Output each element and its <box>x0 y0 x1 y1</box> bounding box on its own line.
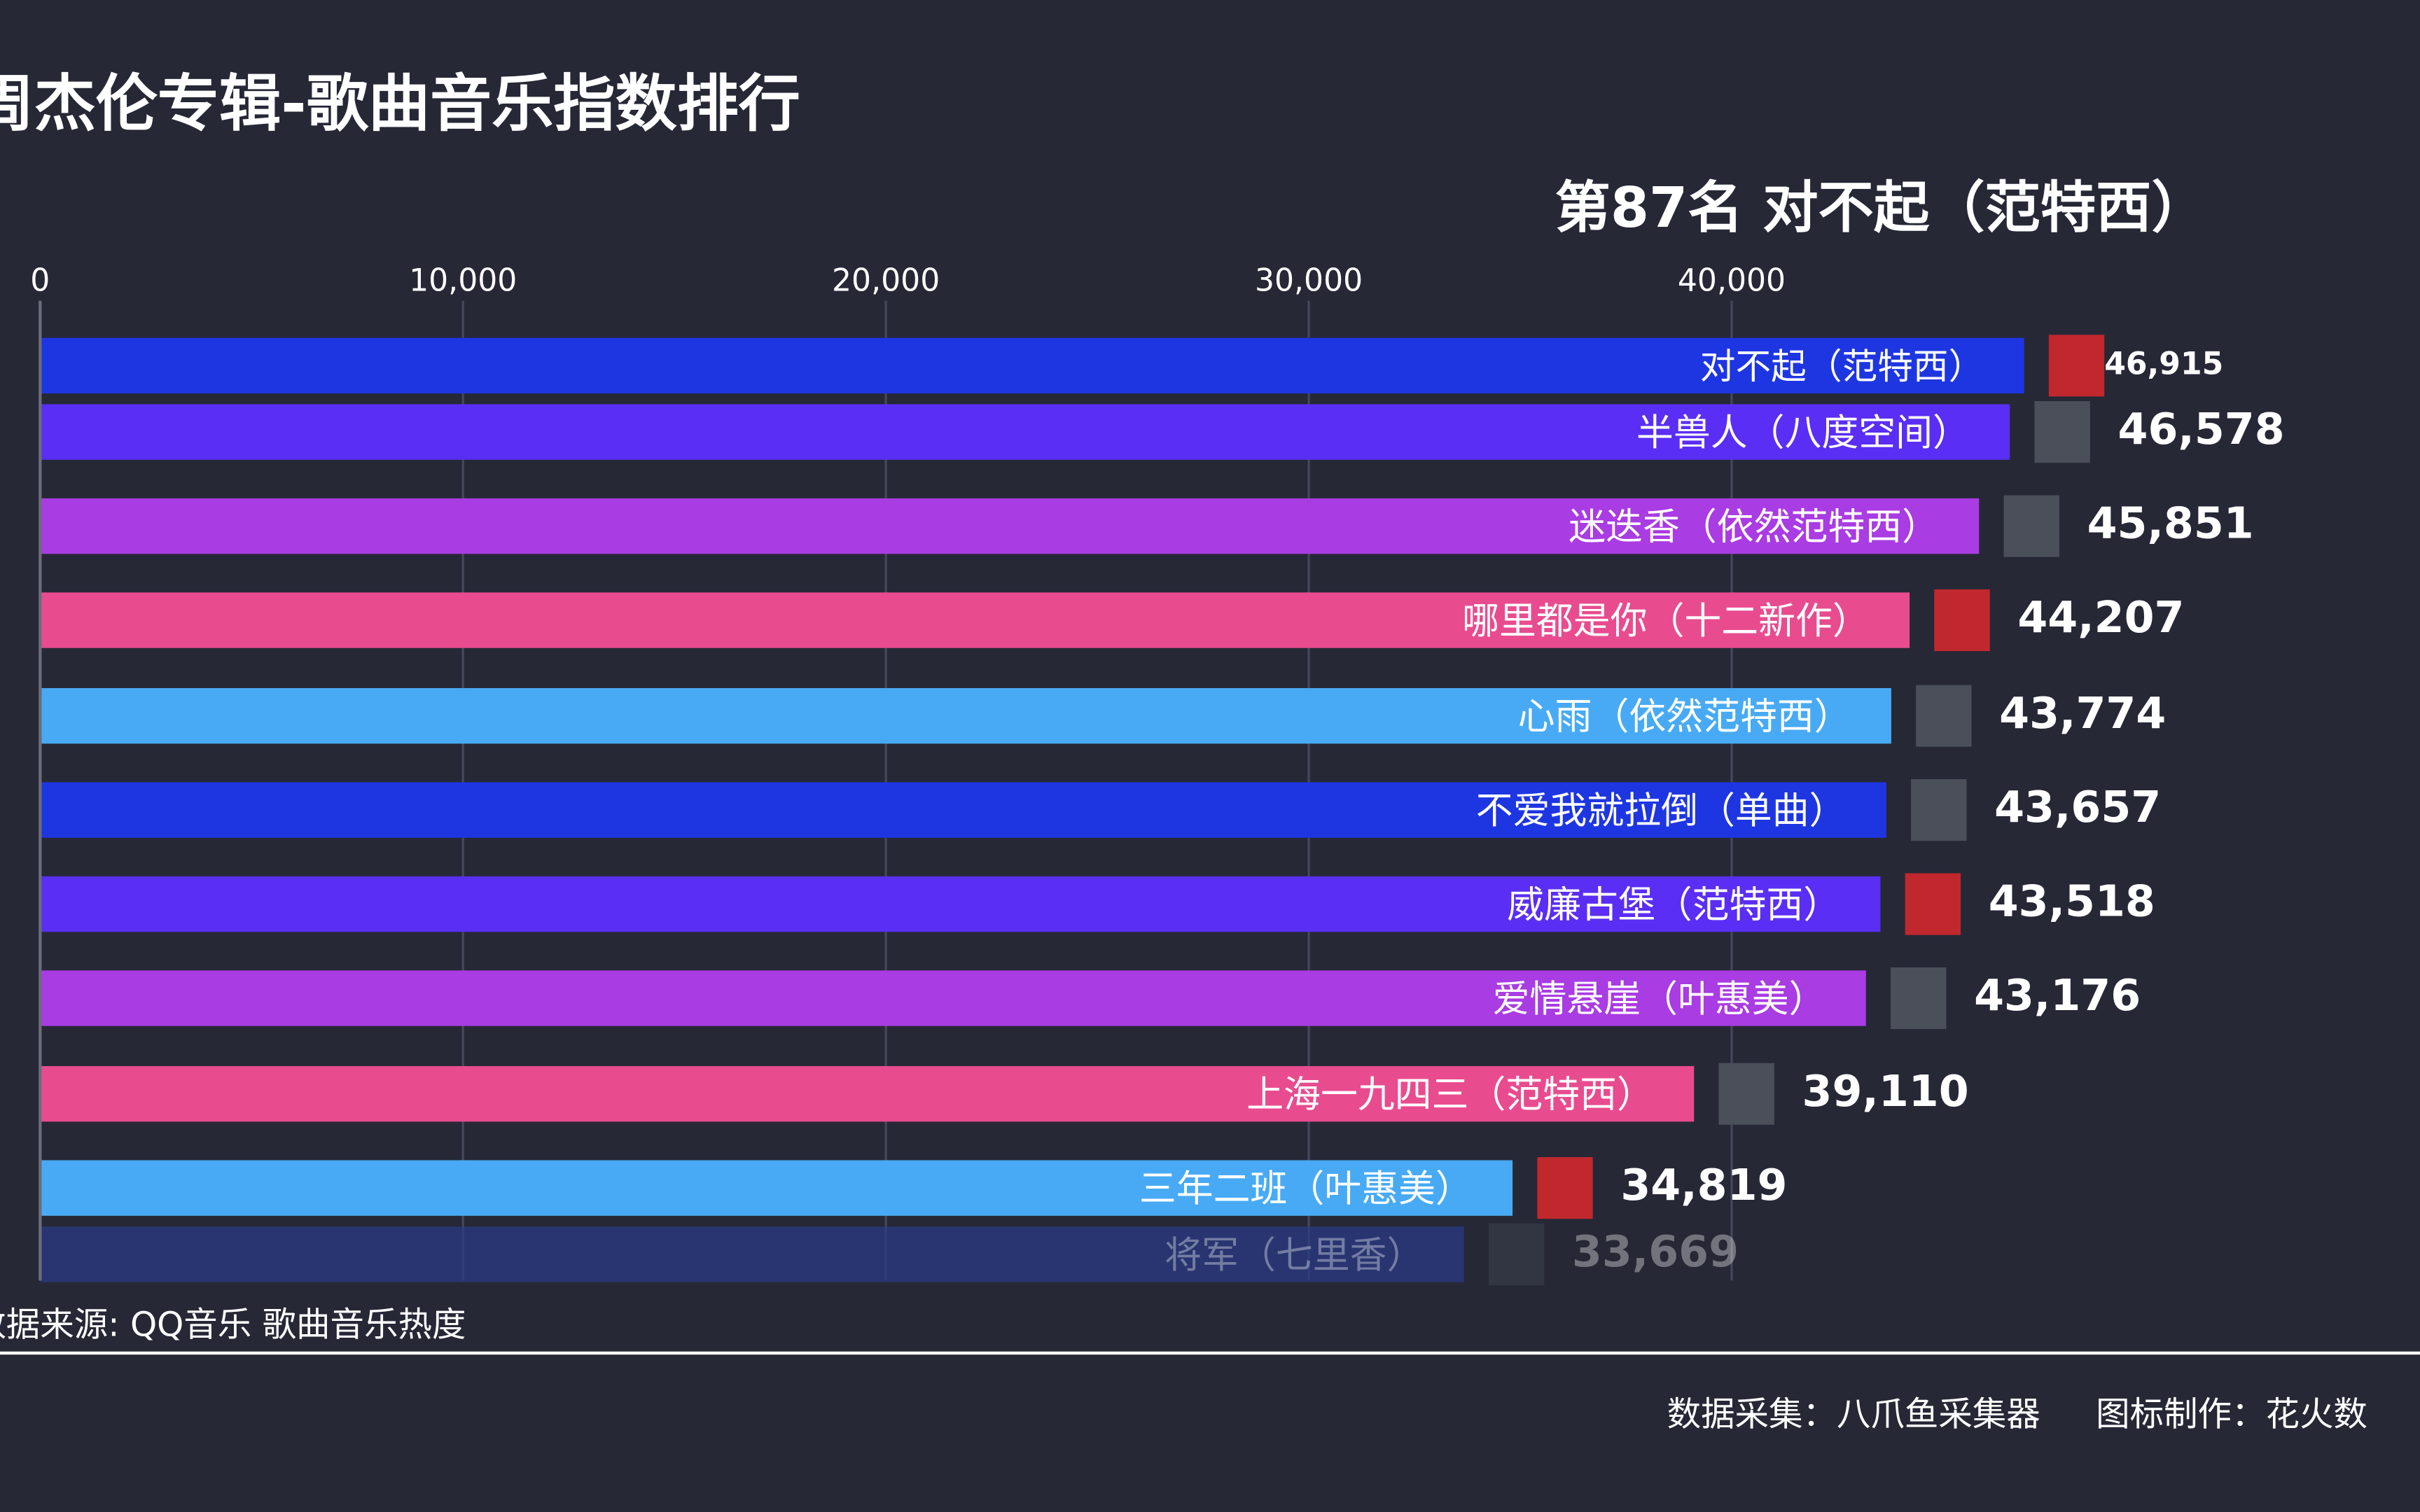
value-label: 43,774 <box>1999 688 2166 738</box>
bar <box>40 970 1866 1026</box>
value-label: 44,207 <box>2017 592 2184 643</box>
x-tick-label: 0 <box>30 262 50 298</box>
value-label: 43,176 <box>1974 970 2141 1021</box>
album-icon <box>1891 967 1947 1030</box>
category-label: 哪里都是你（十二新作） <box>1462 600 1870 643</box>
value-label: 45,851 <box>2087 498 2254 549</box>
album-icon <box>2003 495 2059 557</box>
category-label: 将军（七里香） <box>1164 1234 1424 1277</box>
bar <box>40 498 1980 554</box>
category-label: 半兽人（八度空间） <box>1636 412 1970 454</box>
album-icon <box>2048 335 2105 397</box>
bar <box>40 1226 1464 1282</box>
x-tick-label: 30,000 <box>1255 262 1363 298</box>
value-label: 43,518 <box>1989 876 2155 927</box>
album-icon <box>2034 401 2090 463</box>
bar <box>40 337 2024 394</box>
value-label: 34,819 <box>1620 1160 1787 1210</box>
category-label: 不爱我就拉倒（单曲） <box>1476 790 1847 832</box>
footer-maker: 图标制作：花火数 <box>2096 1394 2367 1434</box>
x-tick-label: 20,000 <box>832 262 940 298</box>
footer-collector: 数据采集：八爪鱼采集器 <box>1667 1394 2040 1434</box>
category-label: 心雨（依然范特西） <box>1518 696 1851 738</box>
album-icon <box>1916 685 1972 747</box>
category-label: 上海一九四三（范特西） <box>1246 1074 1654 1116</box>
x-tick-label: 40,000 <box>1678 262 1786 298</box>
value-label: 46,915 <box>2104 346 2223 382</box>
album-icon <box>1934 589 1990 652</box>
album-icon <box>1488 1223 1545 1285</box>
value-label: 39,110 <box>1802 1066 1969 1116</box>
category-label: 威廉古堡（范特西） <box>1507 884 1840 927</box>
value-label: 46,578 <box>2118 404 2285 454</box>
chart-subtitle: 第87名 对不起（范特西） <box>1555 175 2207 240</box>
source-note: 数据来源: QQ音乐 歌曲音乐热度 <box>0 1306 466 1345</box>
bar <box>40 592 1910 648</box>
album-icon <box>1905 873 1961 935</box>
value-label: 43,657 <box>1994 782 2161 832</box>
album-icon <box>1911 779 1967 841</box>
bar <box>40 876 1881 932</box>
category-label: 三年二班（叶惠美） <box>1139 1168 1473 1210</box>
album-icon <box>1537 1157 1593 1219</box>
bar <box>40 782 1886 838</box>
bar <box>40 1160 1513 1216</box>
bar <box>40 1066 1695 1122</box>
album-icon <box>1718 1063 1774 1125</box>
category-label: 迷迭香（依然范特西） <box>1569 506 1939 549</box>
bar <box>40 404 2010 460</box>
bar <box>40 688 1891 744</box>
category-label: 爱情悬崖（叶惠美） <box>1493 978 1826 1021</box>
value-label: 33,669 <box>1572 1226 1739 1277</box>
chart-title: 周杰伦专辑-歌曲音乐指数排行 <box>0 68 800 140</box>
x-tick-label: 10,000 <box>409 262 517 298</box>
category-label: 对不起（范特西） <box>1700 346 1984 387</box>
